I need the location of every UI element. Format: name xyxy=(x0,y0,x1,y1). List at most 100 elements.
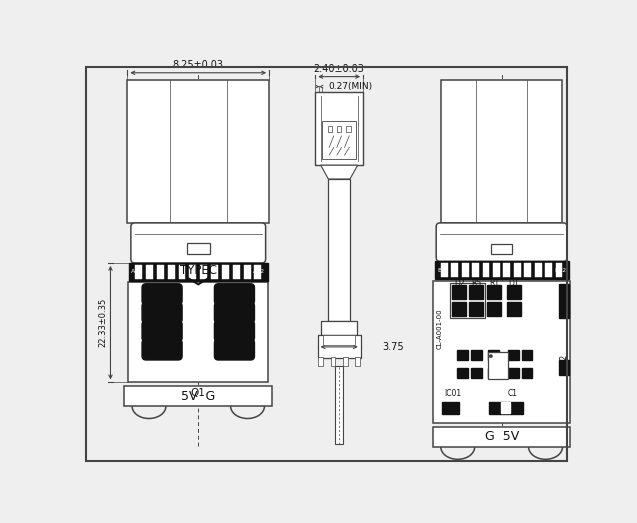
Bar xyxy=(441,264,448,277)
Bar xyxy=(329,179,350,322)
Bar xyxy=(450,283,485,319)
Bar xyxy=(178,265,185,279)
Bar xyxy=(545,264,552,277)
FancyBboxPatch shape xyxy=(215,339,254,360)
Bar xyxy=(452,302,466,316)
Bar xyxy=(472,264,479,277)
Circle shape xyxy=(489,354,493,358)
FancyBboxPatch shape xyxy=(142,284,182,304)
Bar xyxy=(489,402,523,414)
FancyBboxPatch shape xyxy=(215,302,254,323)
Bar xyxy=(211,265,218,279)
Bar xyxy=(483,264,489,277)
Bar xyxy=(508,350,519,360)
Text: Q1: Q1 xyxy=(191,388,206,397)
Bar xyxy=(507,285,521,299)
Bar xyxy=(451,264,458,277)
Bar xyxy=(243,265,250,279)
Bar xyxy=(127,81,269,223)
Bar xyxy=(469,302,483,316)
Bar xyxy=(487,302,501,316)
Bar xyxy=(200,265,207,279)
Text: A1: A1 xyxy=(131,269,140,275)
Bar xyxy=(559,284,569,317)
Bar xyxy=(129,263,268,281)
Text: B12: B12 xyxy=(554,268,566,273)
FancyBboxPatch shape xyxy=(215,321,254,342)
Text: R2: R2 xyxy=(559,354,568,365)
Bar xyxy=(135,265,142,279)
Bar xyxy=(501,402,510,413)
Bar xyxy=(555,264,562,277)
Text: 3.75: 3.75 xyxy=(382,342,404,352)
Bar xyxy=(488,353,508,379)
Bar xyxy=(522,350,533,360)
FancyBboxPatch shape xyxy=(436,223,567,262)
Text: TYPEC: TYPEC xyxy=(180,264,217,277)
Bar xyxy=(462,264,469,277)
Bar xyxy=(488,368,499,378)
Bar xyxy=(524,264,531,277)
Text: IC01: IC01 xyxy=(444,390,461,399)
Text: R5: R5 xyxy=(471,279,482,288)
Bar xyxy=(493,264,500,277)
Bar xyxy=(488,350,499,360)
Bar xyxy=(331,357,335,366)
Text: R1: R1 xyxy=(489,279,499,288)
FancyBboxPatch shape xyxy=(142,339,182,360)
Bar xyxy=(189,265,196,279)
Bar xyxy=(222,265,229,279)
Bar xyxy=(322,120,356,159)
Bar xyxy=(335,366,343,444)
Bar xyxy=(442,402,459,414)
Bar xyxy=(534,264,541,277)
Bar xyxy=(522,368,533,378)
Bar xyxy=(471,368,482,378)
Text: G  5V: G 5V xyxy=(485,430,519,444)
Text: 8.25±0.03: 8.25±0.03 xyxy=(173,60,224,70)
Bar xyxy=(318,335,361,358)
Text: C1: C1 xyxy=(508,390,518,399)
Bar xyxy=(254,265,261,279)
Bar xyxy=(355,357,360,366)
Bar xyxy=(441,81,562,223)
Bar xyxy=(128,282,268,382)
Bar xyxy=(452,285,466,299)
Text: A12: A12 xyxy=(253,269,265,275)
Text: 2.40±0.03: 2.40±0.03 xyxy=(314,63,364,74)
Bar xyxy=(318,357,323,366)
Bar xyxy=(433,281,570,423)
Bar xyxy=(503,264,510,277)
Polygon shape xyxy=(320,165,357,179)
FancyBboxPatch shape xyxy=(131,223,266,263)
Bar xyxy=(168,265,175,279)
Text: D1: D1 xyxy=(509,279,519,288)
Bar xyxy=(346,126,351,132)
Bar xyxy=(434,262,569,279)
Text: D2: D2 xyxy=(454,279,464,288)
Bar xyxy=(507,302,521,316)
Bar xyxy=(457,368,468,378)
Bar xyxy=(157,265,164,279)
FancyBboxPatch shape xyxy=(142,321,182,342)
Text: 0.27(MIN): 0.27(MIN) xyxy=(329,82,373,91)
FancyBboxPatch shape xyxy=(142,302,182,323)
Bar xyxy=(433,427,570,447)
Bar xyxy=(514,264,521,277)
Text: CL-A001-00: CL-A001-00 xyxy=(437,309,443,349)
Text: B1: B1 xyxy=(437,268,445,273)
Text: 5V  G: 5V G xyxy=(181,390,215,403)
Bar xyxy=(559,360,569,376)
Bar xyxy=(233,265,240,279)
Text: 22.33±0.35: 22.33±0.35 xyxy=(98,298,108,347)
Bar xyxy=(322,322,357,335)
Bar xyxy=(337,126,341,132)
Bar xyxy=(343,357,348,366)
Bar xyxy=(146,265,153,279)
Bar xyxy=(124,386,272,406)
Bar xyxy=(471,350,482,360)
Bar xyxy=(491,244,512,254)
FancyBboxPatch shape xyxy=(215,284,254,304)
Bar xyxy=(457,350,468,360)
Bar xyxy=(508,368,519,378)
